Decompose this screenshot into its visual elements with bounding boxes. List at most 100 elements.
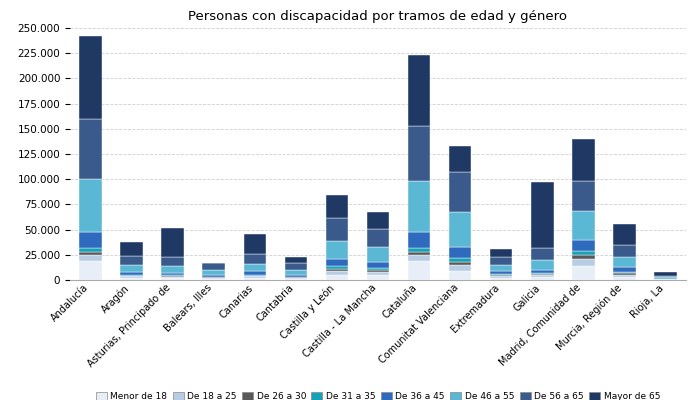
Bar	[367, 262, 389, 268]
Bar	[572, 139, 594, 181]
Bar	[202, 278, 225, 279]
Bar	[449, 262, 471, 265]
Bar	[79, 36, 102, 119]
Bar	[120, 272, 143, 275]
Bar	[244, 275, 266, 276]
Bar	[490, 271, 512, 274]
Bar	[79, 179, 102, 232]
Bar	[654, 276, 677, 277]
Bar	[367, 268, 389, 270]
Bar	[79, 255, 102, 261]
Bar	[244, 234, 266, 254]
Bar	[202, 279, 225, 280]
Legend: Menor de 18, De 18 a 25, De 26 a 30, De 31 a 35, De 36 a 45, De 46 a 55, De 56 a: Menor de 18, De 18 a 25, De 26 a 30, De …	[94, 390, 662, 400]
Bar	[490, 257, 512, 265]
Bar	[531, 260, 554, 270]
Bar	[244, 264, 266, 271]
Bar	[162, 266, 184, 273]
Bar	[202, 276, 225, 277]
Bar	[408, 232, 430, 248]
Bar	[244, 271, 266, 275]
Bar	[613, 272, 636, 273]
Bar	[367, 276, 389, 280]
Bar	[285, 278, 307, 279]
Bar	[79, 232, 102, 248]
Bar	[572, 181, 594, 212]
Bar	[490, 265, 512, 271]
Bar	[326, 241, 348, 259]
Bar	[244, 278, 266, 280]
Bar	[326, 271, 348, 276]
Bar	[202, 270, 225, 275]
Bar	[490, 276, 512, 278]
Bar	[572, 240, 594, 251]
Bar	[162, 275, 184, 276]
Bar	[408, 55, 430, 126]
Bar	[326, 269, 348, 271]
Bar	[285, 270, 307, 275]
Bar	[449, 258, 471, 262]
Bar	[449, 265, 471, 271]
Title: Personas con discapacidad por tramos de edad y género: Personas con discapacidad por tramos de …	[188, 10, 568, 23]
Bar	[572, 255, 594, 259]
Bar	[367, 270, 389, 272]
Bar	[202, 275, 225, 276]
Bar	[367, 212, 389, 229]
Bar	[202, 263, 225, 264]
Bar	[449, 212, 471, 247]
Bar	[572, 212, 594, 240]
Bar	[202, 264, 225, 270]
Bar	[572, 259, 594, 266]
Bar	[613, 224, 636, 245]
Bar	[531, 270, 554, 273]
Bar	[326, 276, 348, 280]
Bar	[408, 126, 430, 181]
Bar	[613, 267, 636, 272]
Bar	[449, 172, 471, 212]
Bar	[285, 264, 307, 270]
Bar	[654, 272, 677, 276]
Bar	[79, 119, 102, 179]
Bar	[79, 248, 102, 252]
Bar	[285, 257, 307, 264]
Bar	[572, 266, 594, 280]
Bar	[490, 278, 512, 280]
Bar	[531, 278, 554, 280]
Bar	[162, 257, 184, 266]
Bar	[613, 273, 636, 275]
Bar	[244, 276, 266, 278]
Bar	[449, 271, 471, 280]
Bar	[613, 277, 636, 280]
Bar	[449, 146, 471, 172]
Bar	[531, 182, 554, 248]
Bar	[79, 252, 102, 255]
Bar	[326, 259, 348, 266]
Bar	[408, 261, 430, 280]
Bar	[162, 278, 184, 280]
Bar	[490, 274, 512, 275]
Bar	[531, 274, 554, 276]
Bar	[285, 275, 307, 276]
Bar	[326, 218, 348, 241]
Bar	[285, 276, 307, 277]
Bar	[531, 276, 554, 278]
Bar	[654, 277, 677, 278]
Bar	[531, 273, 554, 274]
Bar	[120, 265, 143, 272]
Bar	[531, 248, 554, 260]
Bar	[408, 248, 430, 252]
Bar	[654, 278, 677, 279]
Bar	[613, 257, 636, 267]
Bar	[285, 279, 307, 280]
Bar	[79, 261, 102, 280]
Bar	[490, 275, 512, 276]
Bar	[367, 248, 389, 262]
Bar	[572, 251, 594, 255]
Bar	[613, 245, 636, 257]
Bar	[490, 249, 512, 257]
Bar	[120, 276, 143, 278]
Bar	[244, 254, 266, 264]
Bar	[613, 275, 636, 277]
Bar	[162, 276, 184, 277]
Bar	[408, 252, 430, 255]
